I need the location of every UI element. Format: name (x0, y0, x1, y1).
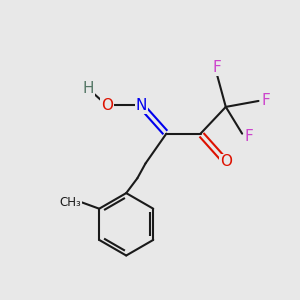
Text: O: O (101, 98, 113, 113)
Text: O: O (220, 154, 232, 169)
Text: F: F (262, 94, 270, 109)
Text: N: N (135, 98, 147, 113)
Text: H: H (83, 81, 94, 96)
Text: F: F (212, 60, 221, 75)
Text: F: F (244, 129, 253, 144)
Text: CH₃: CH₃ (60, 196, 82, 208)
